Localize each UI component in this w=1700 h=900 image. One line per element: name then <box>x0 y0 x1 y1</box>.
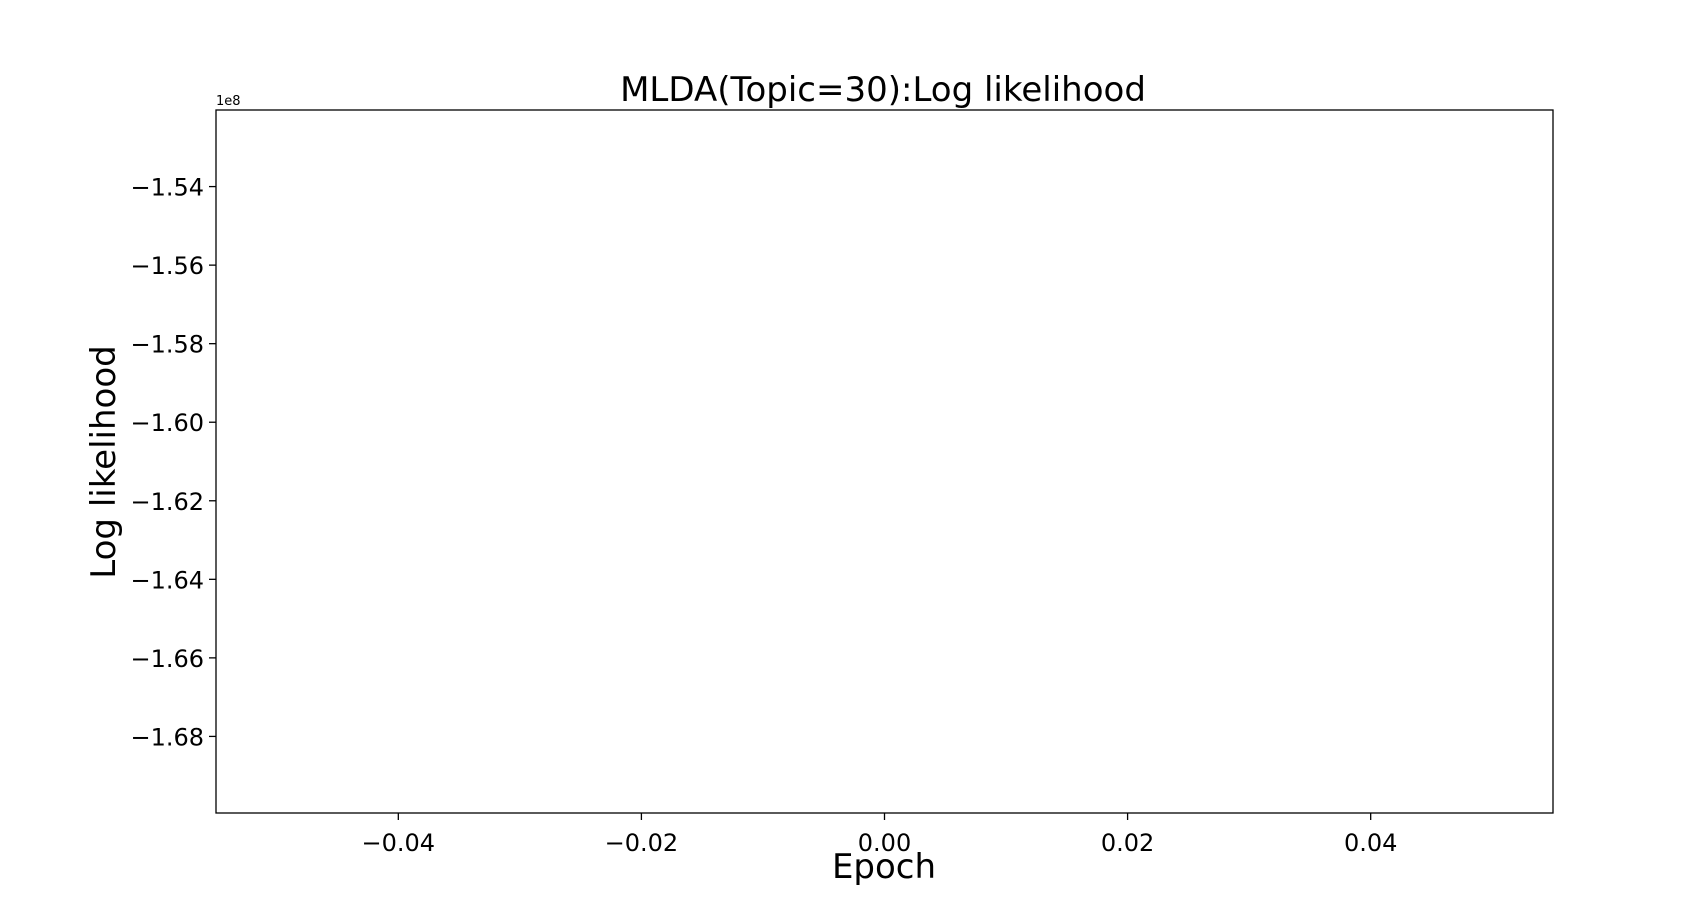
y-tick-label: −1.68 <box>130 723 204 751</box>
x-axis-label: Epoch <box>832 847 936 887</box>
y-tick-label: −1.64 <box>130 566 204 594</box>
y-tick-label: −1.62 <box>130 488 204 516</box>
y-axis-label: Log likelihood <box>84 345 124 578</box>
y-tick-label: −1.58 <box>130 331 204 359</box>
y-axis-offset-label: 1e8 <box>216 94 241 109</box>
y-tick-label: −1.66 <box>130 645 204 673</box>
x-tick-label: 0.04 <box>1344 829 1397 857</box>
y-tick-label: −1.60 <box>130 409 204 437</box>
x-tick-label: −0.02 <box>605 829 679 857</box>
chart-title: MLDA(Topic=30):Log likelihood <box>620 70 1146 110</box>
y-tick-label: −1.54 <box>130 174 204 202</box>
x-axis: −0.04 −0.02 0.00 0.02 0.04 <box>362 813 1397 857</box>
y-tick-label: −1.56 <box>130 252 204 280</box>
y-axis: −1.54 −1.56 −1.58 −1.60 −1.62 −1.64 −1.66 −1.68 <box>130 174 216 751</box>
x-tick-label: −0.04 <box>362 829 436 857</box>
x-tick-label: 0.00 <box>858 829 911 857</box>
plot-area <box>215 109 1554 814</box>
x-tick-label: 0.02 <box>1101 829 1154 857</box>
